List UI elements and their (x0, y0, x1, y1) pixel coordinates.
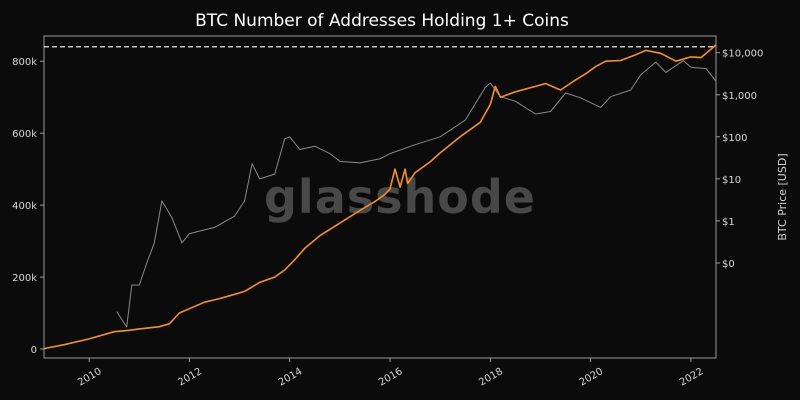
y-right-tick-label: $0 (722, 259, 735, 270)
y-left-tick-label: 400k (12, 201, 37, 212)
y-right-tick-label: $10 (722, 175, 741, 186)
y-left-tick-label: 0 (31, 345, 37, 356)
y-right-tick-label: $1 (722, 217, 735, 228)
addresses-line (43, 44, 717, 350)
chart-title: BTC Number of Addresses Holding 1+ Coins (195, 11, 569, 31)
series-layer (43, 44, 717, 350)
y-right-tick-label: $100 (722, 133, 747, 144)
watermark: glasshode (264, 170, 536, 224)
y-right-tick-label: $1,000 (722, 91, 757, 102)
btc-price-line (116, 60, 717, 328)
y-left-tick-label: 200k (12, 273, 37, 284)
y-left-tick-label: 800k (12, 57, 37, 68)
y-right-axis-label: BTC Price [USD] (776, 153, 789, 240)
y-left-tick-label: 600k (12, 129, 37, 140)
y-right-tick-label: $10,000 (722, 49, 763, 60)
